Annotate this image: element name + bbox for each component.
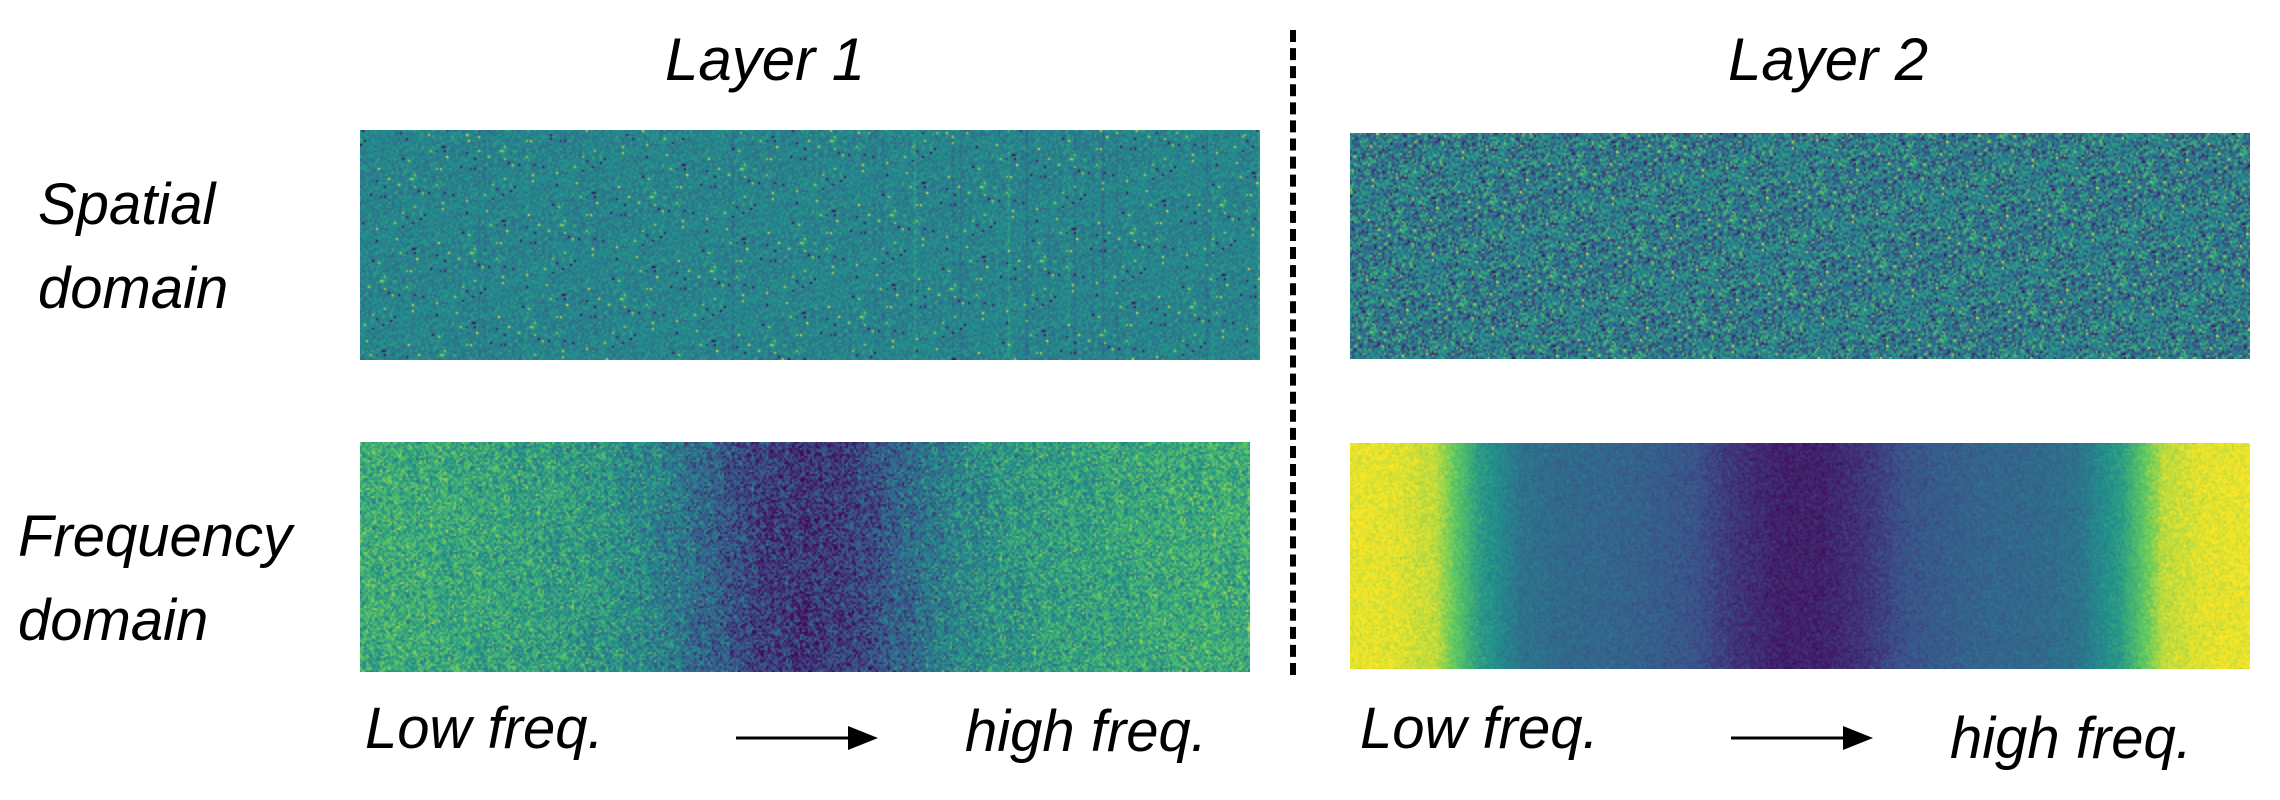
- layer-2-spatial-heatmap: [1350, 133, 2250, 359]
- layer-1-low-freq-label: Low freq.: [365, 696, 604, 761]
- layer-1-spatial-heatmap: [360, 130, 1260, 360]
- layer-2-frequency-heatmap: [1350, 443, 2250, 669]
- layer-1-frequency-heatmap: [360, 442, 1250, 672]
- spatial-label-line-1: Spatial: [38, 172, 216, 237]
- frequency-label-line-1: Frequency: [18, 504, 293, 569]
- layer-2-high-freq-label: high freq.: [1950, 706, 2192, 771]
- frequency-label-line-2: domain: [18, 588, 209, 653]
- layer-2-title: Layer 2: [1728, 26, 1929, 93]
- layer-2-freq-arrow-icon: [1731, 726, 1873, 750]
- layer-2-low-freq-label: Low freq.: [1360, 696, 1599, 761]
- layer-divider-dashed-line: [1290, 30, 1296, 675]
- layer-1-freq-arrow-icon: [736, 726, 878, 750]
- layer-1-high-freq-label: high freq.: [965, 699, 1207, 764]
- frequency-domain-label: Frequency domain: [18, 495, 292, 663]
- spatial-domain-label: Spatial domain: [38, 163, 228, 331]
- layer-1-title: Layer 1: [665, 26, 866, 93]
- spatial-label-line-2: domain: [38, 256, 229, 321]
